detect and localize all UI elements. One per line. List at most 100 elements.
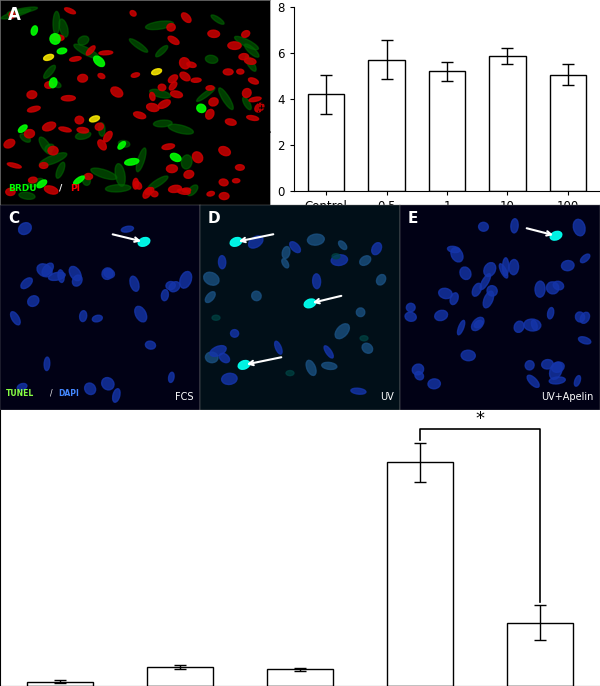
- Ellipse shape: [525, 361, 534, 370]
- Ellipse shape: [166, 281, 175, 289]
- Ellipse shape: [161, 289, 169, 300]
- Ellipse shape: [191, 78, 201, 82]
- Ellipse shape: [135, 307, 147, 322]
- Ellipse shape: [51, 80, 61, 88]
- Ellipse shape: [480, 274, 491, 289]
- Ellipse shape: [11, 311, 20, 325]
- Ellipse shape: [40, 153, 67, 166]
- Ellipse shape: [169, 282, 180, 292]
- Ellipse shape: [98, 123, 105, 137]
- Ellipse shape: [511, 219, 518, 233]
- Ellipse shape: [7, 163, 21, 168]
- Text: DAPI: DAPI: [58, 389, 79, 398]
- Ellipse shape: [134, 112, 146, 119]
- Ellipse shape: [152, 69, 161, 75]
- Ellipse shape: [206, 109, 214, 119]
- Ellipse shape: [187, 185, 198, 196]
- Ellipse shape: [218, 256, 226, 269]
- Ellipse shape: [170, 91, 182, 97]
- Ellipse shape: [242, 88, 251, 97]
- Ellipse shape: [484, 263, 496, 276]
- Ellipse shape: [219, 353, 230, 363]
- Ellipse shape: [9, 12, 15, 19]
- Ellipse shape: [133, 178, 139, 189]
- Ellipse shape: [170, 154, 181, 161]
- Ellipse shape: [235, 165, 244, 170]
- Ellipse shape: [7, 7, 37, 14]
- Ellipse shape: [86, 46, 95, 55]
- Ellipse shape: [56, 162, 65, 178]
- Ellipse shape: [550, 231, 562, 240]
- Ellipse shape: [532, 320, 537, 330]
- Ellipse shape: [244, 44, 259, 57]
- Text: TUNEL: TUNEL: [6, 389, 34, 398]
- Ellipse shape: [509, 259, 518, 274]
- Ellipse shape: [580, 254, 590, 263]
- Ellipse shape: [549, 377, 565, 384]
- X-axis label: Apelin (nM): Apelin (nM): [413, 219, 481, 232]
- Ellipse shape: [211, 15, 224, 24]
- Ellipse shape: [428, 379, 440, 389]
- Ellipse shape: [73, 275, 82, 286]
- Ellipse shape: [77, 128, 89, 133]
- Ellipse shape: [85, 174, 92, 180]
- Text: FCS: FCS: [176, 392, 194, 402]
- Ellipse shape: [457, 320, 465, 335]
- Ellipse shape: [197, 88, 215, 102]
- Ellipse shape: [28, 296, 39, 307]
- Ellipse shape: [146, 104, 159, 112]
- Ellipse shape: [61, 95, 76, 101]
- Bar: [267, 670, 333, 686]
- Ellipse shape: [282, 246, 290, 259]
- Ellipse shape: [169, 185, 181, 193]
- Ellipse shape: [206, 86, 214, 91]
- Ellipse shape: [166, 165, 178, 173]
- Ellipse shape: [212, 315, 220, 320]
- Ellipse shape: [69, 266, 81, 281]
- Ellipse shape: [136, 148, 146, 172]
- Ellipse shape: [255, 103, 264, 112]
- Ellipse shape: [37, 264, 52, 277]
- Ellipse shape: [472, 283, 481, 296]
- Ellipse shape: [148, 176, 168, 189]
- Ellipse shape: [472, 318, 484, 331]
- Ellipse shape: [248, 78, 259, 84]
- Ellipse shape: [551, 362, 564, 372]
- Ellipse shape: [535, 281, 545, 297]
- Ellipse shape: [223, 69, 233, 75]
- Ellipse shape: [143, 188, 152, 198]
- Ellipse shape: [553, 281, 563, 290]
- Ellipse shape: [282, 259, 289, 268]
- Ellipse shape: [193, 152, 203, 163]
- Ellipse shape: [483, 291, 494, 308]
- Ellipse shape: [177, 189, 190, 194]
- Ellipse shape: [197, 104, 206, 113]
- Ellipse shape: [113, 389, 120, 402]
- Ellipse shape: [251, 291, 261, 300]
- Ellipse shape: [106, 185, 131, 192]
- Ellipse shape: [451, 248, 463, 262]
- Ellipse shape: [474, 320, 483, 328]
- Bar: [550, 75, 586, 191]
- Ellipse shape: [169, 75, 178, 83]
- Ellipse shape: [42, 263, 53, 276]
- Ellipse shape: [179, 272, 191, 288]
- Ellipse shape: [154, 120, 172, 127]
- Ellipse shape: [131, 73, 140, 78]
- Ellipse shape: [514, 321, 524, 333]
- Ellipse shape: [77, 74, 88, 82]
- Ellipse shape: [158, 84, 166, 91]
- Ellipse shape: [6, 189, 15, 196]
- Ellipse shape: [360, 335, 368, 341]
- Ellipse shape: [169, 372, 174, 383]
- Ellipse shape: [574, 375, 581, 386]
- Ellipse shape: [247, 115, 259, 121]
- Y-axis label: BrdU-positive cells (%): BrdU-positive cells (%): [259, 32, 272, 166]
- Ellipse shape: [547, 307, 554, 319]
- Ellipse shape: [461, 350, 475, 361]
- Ellipse shape: [53, 12, 60, 34]
- Ellipse shape: [290, 241, 301, 252]
- Ellipse shape: [43, 122, 56, 131]
- Ellipse shape: [550, 362, 562, 379]
- Ellipse shape: [146, 21, 173, 29]
